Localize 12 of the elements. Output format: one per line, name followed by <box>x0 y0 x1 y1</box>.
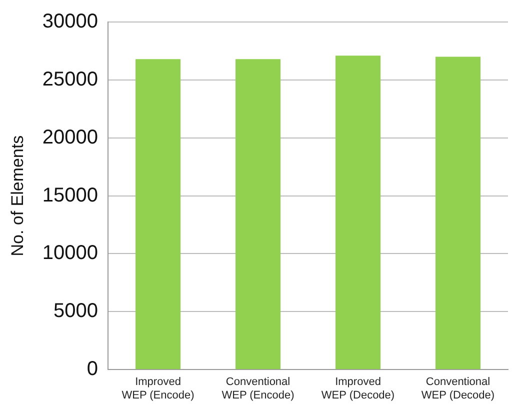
y-tick-label: 10000 <box>42 242 98 264</box>
y-tick-label: 0 <box>86 358 98 380</box>
y-tick-label: 20000 <box>42 126 98 148</box>
y-tick-label: 5000 <box>54 300 98 322</box>
x-tick-label: Improved WEP (Decode) <box>321 376 395 402</box>
y-axis-title: No. of Elements <box>8 135 27 256</box>
x-tick-label: Conventional WEP (Encode) <box>222 376 294 402</box>
y-tick-label: 25000 <box>42 68 98 90</box>
x-tick-label: Conventional WEP (Decode) <box>421 376 495 402</box>
x-tick-label: Improved WEP (Encode) <box>122 376 194 402</box>
y-tick-label: 30000 <box>42 10 98 33</box>
y-tick-label: 15000 <box>42 184 98 206</box>
